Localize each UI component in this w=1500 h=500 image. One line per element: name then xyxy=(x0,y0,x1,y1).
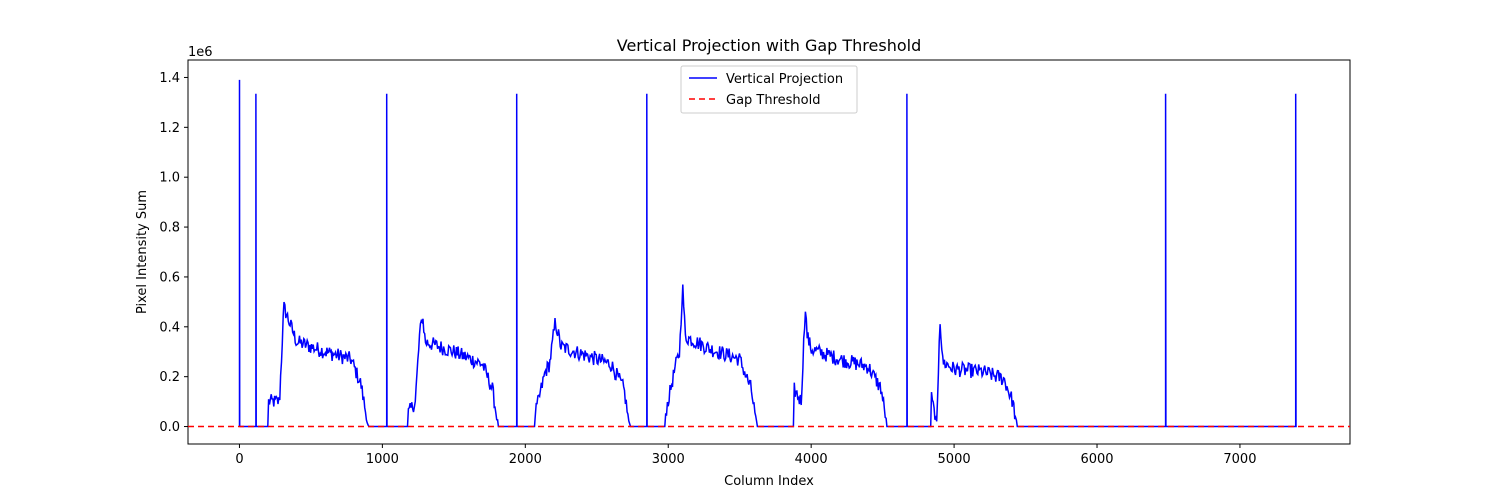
y-tick-label: 1.2 xyxy=(159,121,180,136)
legend: Vertical Projection Gap Threshold xyxy=(680,65,858,114)
x-axis-label: Column Index xyxy=(724,474,814,489)
x-axis: 0 1000 2000 3000 4000 5000 6000 7000 xyxy=(235,444,1256,467)
y-tick-label: 1.0 xyxy=(159,171,180,186)
series-line-vertical-projection xyxy=(238,79,1297,428)
x-tick-label: 7000 xyxy=(1223,452,1256,467)
x-tick-label: 5000 xyxy=(938,452,971,467)
y-tick-label: 0.6 xyxy=(159,270,180,285)
y-tick-label: 0.0 xyxy=(159,420,180,435)
chart-title: Vertical Projection with Gap Threshold xyxy=(617,36,922,55)
x-tick-label: 6000 xyxy=(1080,452,1113,467)
y-axis-label: Pixel Intensity Sum xyxy=(135,190,150,314)
y-tick-label: 0.4 xyxy=(159,320,180,335)
legend-box xyxy=(680,65,858,114)
y-tick-label: 0.2 xyxy=(159,370,180,385)
x-tick-label: 0 xyxy=(235,452,243,467)
plot-frame xyxy=(187,59,1351,445)
plot-area: 0 1000 2000 3000 4000 5000 6000 7000 0.00.20.40… xyxy=(159,59,1351,467)
x-tick-label: 4000 xyxy=(795,452,828,467)
x-tick-label: 1000 xyxy=(366,452,399,467)
legend-label-vertical-projection: Vertical Projection xyxy=(726,72,843,87)
x-tick-label: 3000 xyxy=(652,452,685,467)
legend-label-gap-threshold: Gap Threshold xyxy=(726,93,821,108)
y-axis: 0.0 0.2 0.4 0.6 0.8 1.0 1.2 1.4 xyxy=(159,71,188,435)
y-tick-label: 1.4 xyxy=(159,71,180,86)
y-offset-text: 1e6 xyxy=(188,45,213,60)
x-tick-label: 2000 xyxy=(509,452,542,467)
y-tick-label: 0.8 xyxy=(159,221,180,236)
